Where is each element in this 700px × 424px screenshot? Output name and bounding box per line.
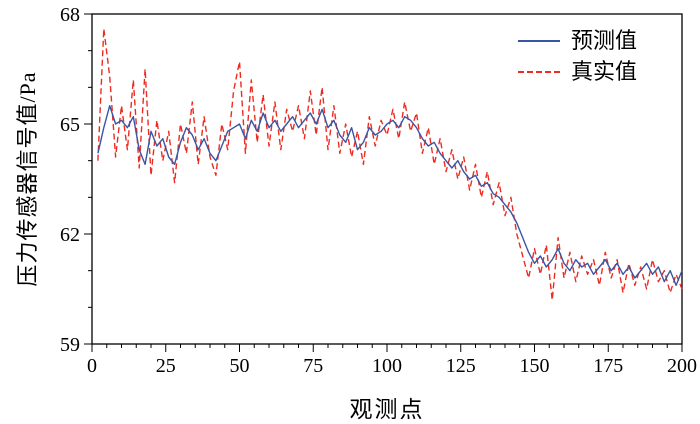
x-tick-label: 200 [667, 355, 697, 377]
axis-ticks [84, 13, 683, 352]
legend: 预测值 真实值 [518, 30, 637, 83]
x-axis-label: 观测点 [349, 397, 425, 422]
x-tick-label: 150 [520, 355, 550, 377]
predicted-line-sample [518, 40, 560, 42]
actual-line-sample [518, 71, 560, 73]
y-tick-label: 59 [60, 334, 80, 356]
axis-tick-labels: 0 25 50 75 100 125 150 175 200 59 62 65 68 [60, 4, 697, 377]
legend-label-predicted: 预测值 [571, 28, 638, 53]
x-tick-label: 25 [156, 355, 176, 377]
y-axis-label: 压力传感器信号值/Pa [15, 71, 40, 287]
y-tick-label: 65 [60, 114, 80, 136]
y-tick-label: 62 [60, 224, 80, 246]
x-tick-label: 75 [303, 355, 323, 377]
y-tick-label: 68 [60, 4, 80, 26]
legend-item-predicted: 预测值 [518, 30, 637, 52]
x-tick-label: 0 [87, 355, 97, 377]
legend-label-actual: 真实值 [571, 59, 638, 84]
x-tick-label: 125 [446, 355, 476, 377]
x-tick-label: 50 [230, 355, 250, 377]
series-line-predicted [97, 104, 683, 287]
legend-item-actual: 真实值 [518, 61, 637, 83]
x-tick-label: 100 [372, 355, 402, 377]
x-tick-label: 175 [593, 355, 623, 377]
